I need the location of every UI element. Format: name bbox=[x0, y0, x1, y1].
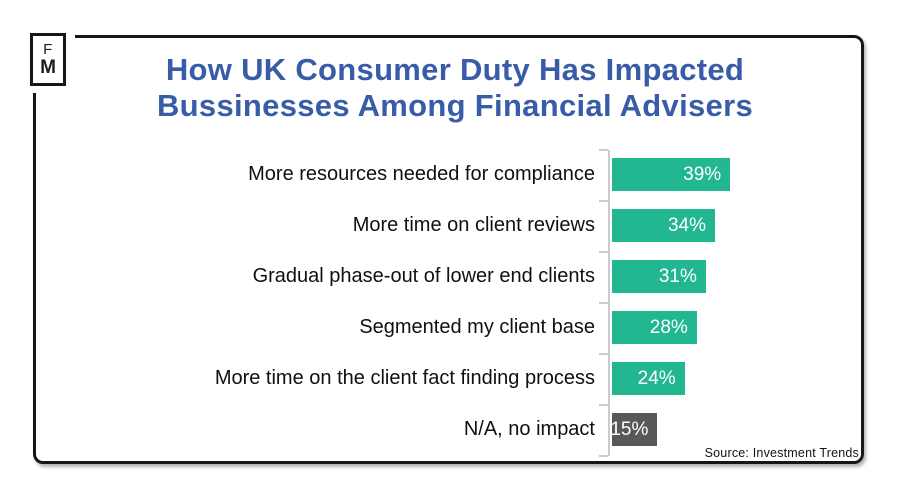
bar-value-label: 39% bbox=[683, 163, 722, 185]
bar: 28% bbox=[612, 311, 697, 344]
bar-value-label: 28% bbox=[649, 316, 688, 338]
chart-title-line2: Bussinesses Among Financial Advisers bbox=[157, 88, 753, 123]
axis-tick bbox=[599, 404, 608, 406]
fm-logo: F M bbox=[30, 33, 66, 86]
bar-row: More resources needed for compliance 39% bbox=[60, 149, 860, 200]
logo-letter-m: M bbox=[40, 57, 56, 78]
category-label: More time on client reviews bbox=[352, 214, 595, 236]
frame-border bbox=[33, 35, 864, 464]
bar-chart: More resources needed for compliance 39%… bbox=[60, 149, 860, 457]
bar: 24% bbox=[612, 362, 685, 395]
bar-value-label: 31% bbox=[658, 265, 697, 287]
bar-row: More time on client reviews 34% bbox=[60, 200, 860, 251]
axis-tick bbox=[599, 353, 608, 355]
bar: 34% bbox=[612, 209, 715, 242]
bar: 39% bbox=[612, 158, 731, 191]
source-credit: Source: Investment Trends bbox=[704, 446, 859, 460]
bar-rows: More resources needed for compliance 39%… bbox=[60, 149, 860, 455]
logo-letter-f: F bbox=[43, 41, 53, 58]
axis-tick bbox=[599, 251, 608, 253]
category-label: More time on the client fact finding pro… bbox=[214, 367, 595, 389]
y-axis-line bbox=[608, 150, 610, 456]
axis-tick bbox=[599, 455, 608, 457]
category-label: Gradual phase-out of lower end clients bbox=[252, 265, 595, 287]
category-label: More resources needed for compliance bbox=[248, 163, 595, 185]
bar-value-label: 15% bbox=[610, 418, 649, 440]
axis-tick bbox=[599, 149, 608, 151]
bar: 15% bbox=[610, 413, 658, 446]
category-label: Segmented my client base bbox=[359, 316, 595, 338]
chart-title: How UK Consumer Duty Has Impacted Bussin… bbox=[35, 52, 875, 124]
bar-row: N/A, no impact 15% bbox=[60, 404, 860, 455]
bar-value-label: 34% bbox=[667, 214, 706, 236]
bar-row: Segmented my client base 28% bbox=[60, 302, 860, 353]
category-label: N/A, no impact bbox=[463, 418, 595, 440]
axis-tick bbox=[599, 200, 608, 202]
axis-tick bbox=[599, 302, 608, 304]
bar: 31% bbox=[612, 260, 706, 293]
bar-row: More time on the client fact finding pro… bbox=[60, 353, 860, 404]
bar-value-label: 24% bbox=[637, 367, 676, 389]
bar-row: Gradual phase-out of lower end clients 3… bbox=[60, 251, 860, 302]
chart-title-line1: How UK Consumer Duty Has Impacted bbox=[165, 52, 745, 87]
